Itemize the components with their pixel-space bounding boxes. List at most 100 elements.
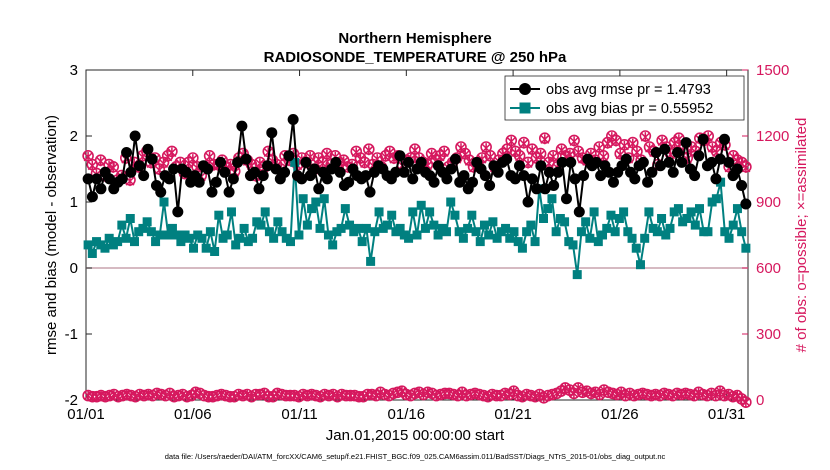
bias-point (366, 256, 376, 266)
bias-point (260, 207, 270, 217)
bias-point (269, 233, 279, 243)
obs-assimilated-lower-point (702, 390, 712, 401)
rmse-point (402, 156, 414, 168)
x-tick-label: 01/06 (174, 406, 212, 423)
obs-assimilated-upper-point (569, 136, 579, 147)
bias-point (184, 233, 194, 243)
rmse-point (300, 156, 312, 168)
bias-point (479, 220, 489, 230)
chart-title: Northern Hemisphere (338, 30, 491, 47)
series-layer (82, 114, 752, 409)
rmse-point (223, 186, 235, 198)
rmse-point (121, 147, 133, 158)
rmse-point (654, 160, 666, 172)
rmse-point (227, 173, 239, 185)
obs-assimilated-lower-point (706, 388, 716, 399)
obs-assimilated-lower-point (625, 388, 635, 399)
bias-point (121, 233, 131, 243)
obs-assimilated-upper-point (527, 145, 537, 156)
bias-point (302, 220, 312, 230)
bias-point (87, 248, 97, 258)
bias-point (319, 194, 329, 204)
obs-assimilated-upper-point (632, 147, 642, 158)
rmse-point (650, 147, 662, 158)
plot-area-frame (85, 69, 749, 401)
rmse-point (116, 173, 128, 185)
bias-point (576, 227, 586, 237)
rmse-point (607, 176, 619, 188)
bias-point (425, 207, 435, 217)
obs-assimilated-upper-point (205, 151, 215, 162)
rmse-point (266, 127, 278, 139)
y-axis-right-label: # of obs: o=possible; ×=assimilated (793, 118, 810, 353)
bias-point (155, 230, 165, 240)
bias-point (720, 227, 730, 237)
obs-assimilated-lower-point (332, 391, 343, 402)
obs-assimilated-upper-point (741, 162, 751, 173)
obs-assimilated-lower-point (406, 390, 416, 401)
x-tick-label: 01/31 (708, 406, 746, 423)
obs-assimilated-upper-point (523, 158, 533, 169)
rmse-point (133, 160, 145, 172)
bias-point (361, 223, 371, 233)
y2-tick-label: 1500 (756, 62, 789, 79)
bias-point (673, 204, 683, 214)
obs-assimilated-lower-point (496, 390, 506, 401)
obs-assimilated-lower-point (414, 387, 424, 398)
bias-point (665, 223, 675, 233)
obs-assimilated-upper-point (611, 136, 621, 147)
legend-bias-marker (519, 102, 531, 114)
obs-assimilated-upper-point (410, 145, 420, 156)
bias-point (484, 230, 494, 240)
bias-point (357, 237, 367, 247)
obs-assimilated-lower-point (724, 389, 734, 400)
bias-point (277, 227, 287, 237)
rmse-point (180, 166, 192, 178)
x-tick-label: 01/26 (601, 406, 639, 423)
legend: obs avg rmse pr = 1.4793 obs avg bias pr… (504, 75, 745, 121)
rmse-point (343, 176, 355, 188)
y-tick-label: -1 (65, 326, 78, 343)
obs-assimilated-lower-point (229, 391, 239, 402)
obs-assimilated-lower-point (694, 387, 704, 398)
bias-point (328, 240, 338, 250)
bias-point (235, 233, 245, 243)
rmse-point (573, 206, 585, 218)
y-axis-left-ticks: -2 -1 0 1 2 3 (65, 62, 92, 409)
bias-point (129, 237, 139, 247)
rmse-point (155, 186, 167, 198)
bias-point (83, 240, 93, 250)
obs-assimilated-lower-point (483, 391, 493, 402)
obs-assimilated-upper-point (548, 151, 558, 162)
rmse-point (501, 153, 513, 165)
bias-point (652, 227, 662, 237)
bias-point (172, 230, 182, 240)
obs-assimilated-lower-point (358, 391, 368, 402)
rmse-point (526, 173, 538, 185)
rmse-point (569, 173, 581, 185)
bias-point (593, 237, 603, 247)
rmse-point (360, 170, 372, 182)
bias-point (572, 270, 582, 280)
rmse-point (590, 156, 602, 168)
bias-point (336, 223, 346, 233)
bias-point (167, 223, 177, 233)
bias-point (290, 157, 300, 167)
chart-subtitle: RADIOSONDE_TEMPERATURE @ 250 hPa (264, 49, 567, 66)
obs-assimilated-upper-point (536, 149, 546, 160)
rmse-point (321, 173, 333, 185)
bias-point (623, 227, 633, 237)
bias-point (104, 233, 114, 243)
obs-assimilated-lower-point (517, 391, 527, 402)
rmse-point (535, 160, 547, 172)
bias-point (657, 214, 667, 223)
bias-point (640, 233, 650, 243)
obs-assimilated-lower-point (418, 389, 428, 400)
rmse-point (556, 156, 568, 168)
bias-point (724, 233, 734, 243)
obs-assimilated-lower-point (599, 385, 609, 396)
bias-point (509, 227, 519, 237)
rmse-point (646, 166, 658, 178)
bias-point (210, 247, 220, 256)
bias-point (475, 237, 485, 247)
